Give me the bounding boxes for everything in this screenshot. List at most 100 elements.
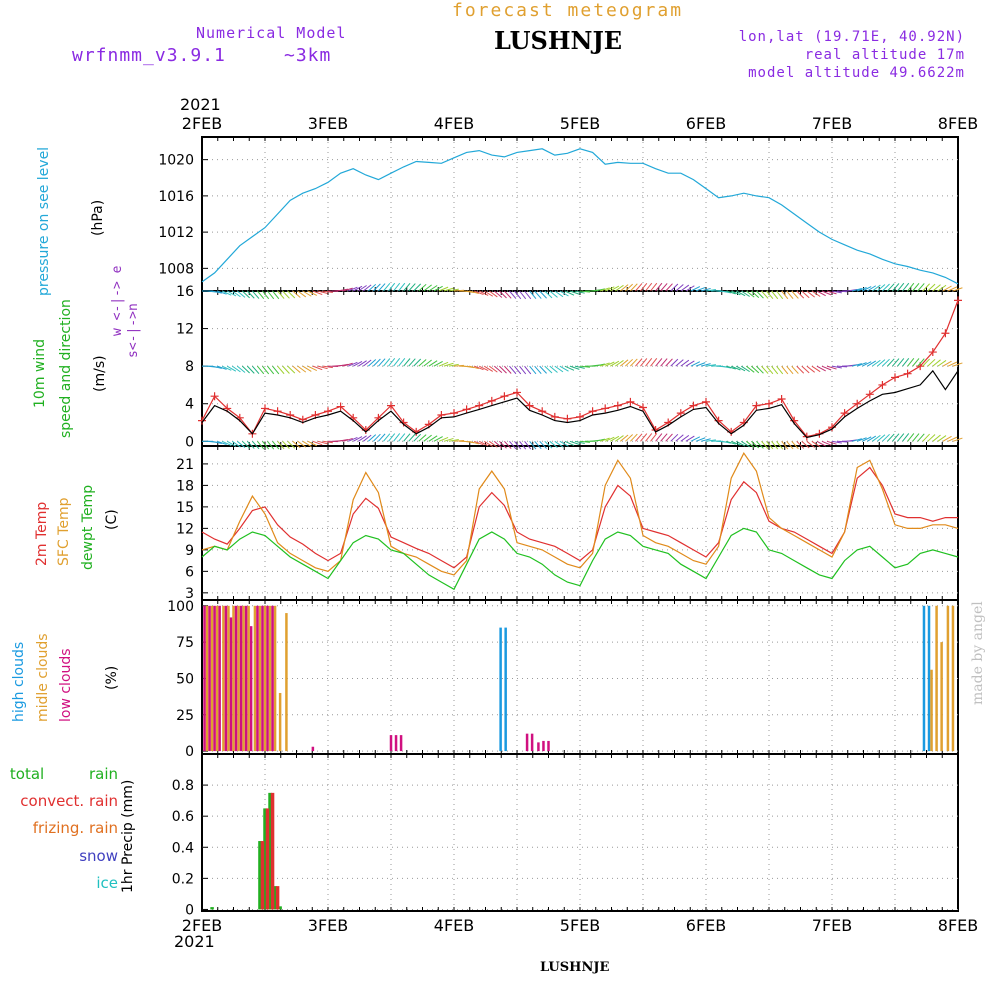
wind-barb [736, 440, 746, 447]
wind-barb [367, 434, 377, 442]
precipitation-ytick-label: 0.2 [172, 871, 194, 887]
wind-barb [756, 365, 764, 374]
wind-barb [675, 284, 684, 292]
wind-barb [478, 290, 489, 296]
wind-direction-ew: w <-|-> e [110, 265, 125, 336]
wind-barb [302, 440, 312, 447]
wind-point [525, 401, 534, 410]
wind-barb [872, 284, 881, 292]
precipitation-bar [275, 886, 280, 910]
wind-point [777, 395, 786, 404]
wind-barb [882, 358, 890, 367]
wind-barb [272, 290, 280, 300]
wind-barb [307, 440, 318, 447]
wind-barb [902, 358, 910, 367]
wind-barb [347, 286, 358, 292]
wind-barb [821, 440, 832, 446]
wind-barb [907, 282, 915, 292]
x-tick-label: 4FEB [434, 114, 474, 133]
wind-barb [559, 365, 569, 372]
wind-ytick-label: 0 [185, 434, 194, 450]
wind-barb [751, 290, 760, 299]
temperature-series-line [201, 466, 958, 569]
temperature-ytick-label: 3 [185, 586, 194, 602]
model-altitude: model altitude 49.6622m [748, 65, 965, 81]
cloud-mid-label: midle clouds [35, 633, 51, 722]
pressure-title-label: pressure on see level [36, 146, 52, 296]
wind-barb [544, 290, 553, 299]
credit-label: made by angel [970, 601, 986, 705]
wind-barb [529, 365, 537, 375]
wind-barb [604, 361, 615, 367]
wind-barb [645, 433, 653, 442]
clouds-bar [525, 733, 529, 752]
wind-barb [559, 290, 569, 297]
wind-barb [907, 358, 915, 367]
wind-point [954, 296, 962, 305]
wind-barb [887, 358, 895, 367]
precipitation-ytick-label: 0 [185, 902, 194, 918]
wind-barb [645, 282, 653, 292]
wind-point [865, 390, 874, 399]
wind-barb [660, 358, 668, 367]
clouds-bar [253, 605, 257, 752]
wind-barb [534, 365, 542, 375]
wind-barb [514, 365, 522, 375]
wind-barb [811, 365, 821, 373]
wind-barb [721, 365, 732, 369]
clouds-ytick-label: 50 [176, 671, 194, 687]
wind-barb [226, 365, 237, 372]
clouds-bar [499, 627, 502, 752]
clouds-bar [208, 605, 211, 752]
clouds-bar [244, 605, 248, 752]
wind-barb [211, 290, 222, 294]
wind-barb [302, 365, 312, 372]
wind-barb [599, 287, 610, 292]
wind-barb [393, 282, 401, 292]
clouds-bar [922, 605, 926, 752]
precip-unit-label: 1hr Precip (mm) [120, 779, 136, 893]
pressure-ytick-label: 1008 [158, 261, 194, 277]
wind-barb [942, 285, 952, 292]
wind-barb [438, 286, 449, 292]
meteogram-subtitle: forecast meteogram [452, 0, 684, 21]
clouds-ytick-label: 75 [176, 635, 194, 651]
wind-barb [862, 361, 872, 367]
wind-barb [837, 440, 848, 443]
wind-barb [262, 290, 270, 300]
wind-barb [776, 365, 784, 375]
wind-barb [211, 365, 222, 369]
wind-ytick-label: 8 [185, 359, 194, 375]
wind-barb [902, 433, 910, 442]
wind-barb [801, 365, 810, 374]
wind-barb [559, 440, 569, 447]
wind-barb [604, 436, 615, 442]
wind-barb [322, 365, 333, 369]
wind-barb [529, 290, 537, 300]
wind-barb [872, 359, 881, 367]
wind-barb [650, 282, 658, 292]
wind-barb [287, 365, 296, 374]
wind-point [840, 409, 849, 418]
clouds-bar [242, 605, 245, 752]
wind-barb [221, 440, 232, 446]
wind-point [513, 388, 521, 397]
wind-barb [519, 365, 527, 375]
clouds-bar [504, 627, 507, 752]
wind-barb [378, 283, 386, 292]
wind-barb [942, 435, 952, 442]
wind-barb [524, 440, 532, 450]
clouds-bar [261, 605, 264, 752]
wind-barb [892, 283, 900, 292]
wind-barb [947, 436, 958, 442]
wind-barb [383, 433, 391, 442]
wind-barb [902, 282, 910, 292]
wind-barb [614, 284, 624, 292]
wind-barb [579, 290, 590, 293]
wind-barb [367, 359, 377, 367]
wind-barb [595, 438, 605, 442]
wind-barb [741, 365, 750, 373]
wind-barb [640, 433, 648, 442]
wind-ytick-label: 16 [176, 284, 194, 300]
wind-barb [408, 358, 416, 367]
